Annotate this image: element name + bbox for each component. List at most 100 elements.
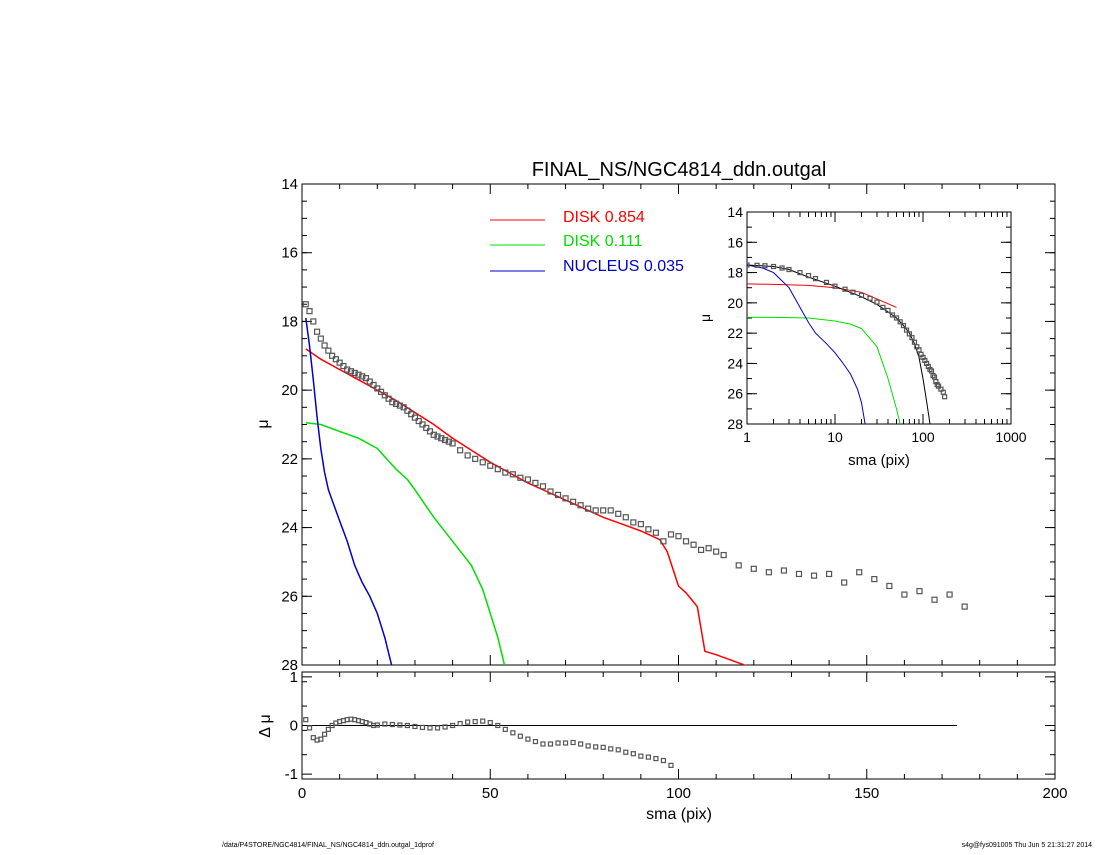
main-data-point bbox=[347, 368, 355, 375]
main-data-point bbox=[317, 335, 324, 342]
main-data-point bbox=[780, 567, 788, 574]
inset-data-point bbox=[754, 262, 760, 268]
main-data-point bbox=[445, 438, 452, 445]
inset-data-point bbox=[889, 312, 896, 318]
main-ytick-label: 22 bbox=[281, 451, 298, 468]
main-data-point bbox=[569, 498, 577, 505]
residual-data-point bbox=[562, 740, 569, 746]
inset-data-point bbox=[906, 331, 912, 337]
main-data-point bbox=[750, 565, 757, 572]
residual-data-point bbox=[404, 722, 411, 729]
main-data-point bbox=[377, 388, 385, 395]
inset-ylabel: μ bbox=[697, 314, 713, 322]
main-ytick-label: 26 bbox=[281, 588, 298, 605]
inset-data-point bbox=[797, 269, 803, 276]
inset-data-point bbox=[903, 327, 910, 333]
residual-ytick-label: 0 bbox=[290, 718, 298, 735]
residual-xtick-label: 0 bbox=[298, 785, 306, 802]
inset-data-point bbox=[770, 263, 777, 270]
main-ytick-label: 18 bbox=[281, 313, 298, 330]
residual-data-point bbox=[495, 722, 501, 729]
main-data-point bbox=[592, 507, 599, 514]
main-data-point bbox=[600, 507, 607, 514]
main-data-point bbox=[630, 519, 637, 526]
main-ytick-label: 16 bbox=[281, 245, 298, 262]
main-data-point bbox=[426, 428, 434, 435]
residual-data-point bbox=[389, 721, 395, 728]
residual-data-point bbox=[397, 722, 403, 728]
main-ytick-label: 14 bbox=[281, 176, 298, 193]
footer-left: /data/P4STORE/NGC4814/FINAL_NS/NGC4814_d… bbox=[222, 842, 434, 849]
main-data-point bbox=[652, 529, 660, 536]
residual-data-point bbox=[608, 746, 614, 752]
residual-data-point bbox=[600, 744, 606, 750]
main-series-line-0 bbox=[305, 348, 747, 665]
main-data-point bbox=[321, 342, 328, 349]
main-data-point bbox=[438, 435, 445, 442]
residual-data-point bbox=[374, 722, 380, 728]
main-data-point bbox=[637, 521, 644, 528]
main-data-point bbox=[385, 395, 392, 402]
main-data-point bbox=[332, 356, 339, 363]
residual-data-point bbox=[540, 741, 546, 747]
residual-data-point bbox=[465, 719, 471, 725]
inset-data-point bbox=[880, 304, 886, 310]
main-data-point bbox=[622, 514, 629, 521]
main-data-point bbox=[472, 455, 479, 462]
inset-data-point bbox=[942, 394, 948, 400]
inset-series-line-2 bbox=[747, 264, 866, 424]
residual-xtick-label: 50 bbox=[482, 785, 499, 802]
residual-plot-area bbox=[302, 716, 958, 768]
residual-data-point bbox=[645, 754, 651, 760]
main-data-point bbox=[393, 400, 400, 407]
main-data-point bbox=[697, 546, 705, 554]
main-data-point bbox=[961, 603, 968, 610]
main-data-point bbox=[735, 562, 742, 569]
residual-data-point bbox=[660, 757, 667, 764]
inset-ytick-label: 16 bbox=[727, 234, 743, 250]
residual-data-point bbox=[457, 720, 463, 727]
residual-data-point bbox=[623, 749, 629, 755]
main-data-point bbox=[302, 301, 309, 308]
residual-data-point bbox=[578, 741, 584, 747]
residual-xtick-label: 150 bbox=[854, 785, 879, 802]
main-data-point bbox=[667, 531, 675, 538]
inset-data-point bbox=[832, 283, 838, 289]
main-data-point bbox=[795, 570, 803, 578]
inset-ytick-label: 24 bbox=[727, 355, 743, 371]
main-data-point bbox=[916, 588, 923, 595]
inset-data-point bbox=[850, 289, 856, 295]
residual-data-point bbox=[450, 722, 456, 729]
main-data-point bbox=[434, 433, 441, 440]
main-data-point bbox=[464, 452, 471, 459]
main-data-point bbox=[946, 591, 953, 598]
main-data-point bbox=[509, 471, 516, 478]
main-data-point bbox=[366, 378, 373, 385]
main-data-point bbox=[532, 479, 539, 487]
main-data-point bbox=[705, 545, 712, 552]
inset-data-point bbox=[867, 295, 873, 301]
main-data-point bbox=[415, 417, 422, 425]
main-data-point bbox=[430, 431, 437, 438]
main-data-point bbox=[871, 576, 878, 583]
inset-data-point bbox=[893, 315, 900, 321]
inset-ytick-label: 28 bbox=[727, 416, 743, 432]
main-data-point bbox=[411, 414, 419, 421]
inset-data-point bbox=[762, 263, 768, 269]
inset-data-point bbox=[897, 319, 903, 325]
inset-ytick-label: 22 bbox=[727, 325, 743, 341]
main-data-point bbox=[370, 381, 377, 389]
main-data-point bbox=[577, 502, 584, 509]
main-title: FINAL_NS/NGC4814_ddn.outgal bbox=[532, 159, 827, 181]
main-ytick-label: 24 bbox=[281, 520, 298, 537]
main-data-point bbox=[562, 495, 569, 502]
residual-data-point bbox=[321, 731, 328, 737]
residual-data-point bbox=[318, 736, 324, 742]
inset-xtick-label: 1 bbox=[743, 429, 751, 445]
inset-data-point bbox=[874, 299, 880, 305]
main-data-point bbox=[607, 507, 614, 514]
main-series-line-1 bbox=[305, 422, 506, 665]
residual-data-point bbox=[630, 751, 636, 757]
main-data-point bbox=[901, 591, 908, 598]
